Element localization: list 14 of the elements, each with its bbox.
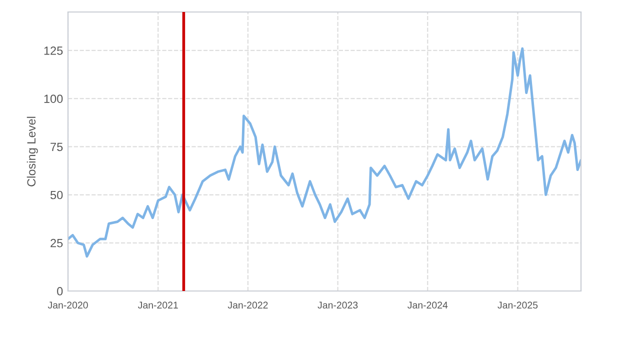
y-tick-label: 25 xyxy=(50,238,63,248)
y-axis-title: Closing Level xyxy=(26,116,38,186)
y-tick-label: 100 xyxy=(44,94,63,103)
x-tick-label: Jan-2025 xyxy=(498,302,538,309)
x-tick-label: Jan-2022 xyxy=(228,302,268,309)
x-tick-label: Jan-2020 xyxy=(48,302,88,309)
y-tick-label: 0 xyxy=(57,287,63,296)
x-tick-label: Jan-2024 xyxy=(408,302,448,309)
x-tick-label: Jan-2021 xyxy=(138,302,178,309)
line-series xyxy=(68,47,581,258)
y-tick-label: 125 xyxy=(44,46,63,55)
y-tick-label: 50 xyxy=(50,190,63,200)
x-tick-label: Jan-2023 xyxy=(318,302,358,309)
y-tick-label: 75 xyxy=(50,142,63,152)
